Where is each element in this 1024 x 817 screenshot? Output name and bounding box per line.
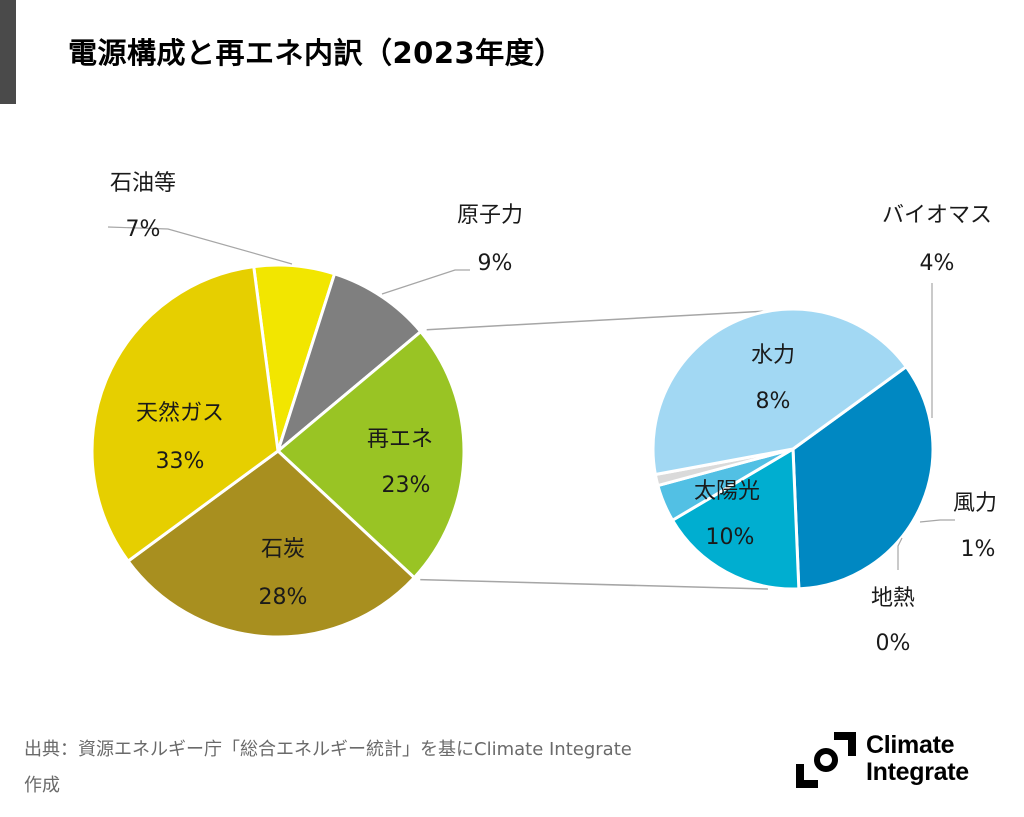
renewables-pie-label-0: 水力: [751, 343, 795, 368]
main-pie-value-2: 23%: [382, 473, 431, 498]
main-pie-value-3: 28%: [259, 585, 308, 610]
main-pie-label-0: 石油等: [110, 171, 176, 196]
renewables-pie: [651, 307, 935, 591]
renewables-pie-slice-0: [791, 365, 935, 591]
renewables-pie-label-4: 太陽光: [694, 479, 760, 504]
source-line-1: 出典：資源エネルギー庁「総合エネルギー統計」を基にClimate Integra…: [24, 739, 632, 760]
renewables-pie-label-1: バイオマス: [882, 203, 992, 228]
leader-geothermal: [897, 537, 903, 570]
main-pie-slice-3: [126, 449, 416, 639]
main-pie-label-3: 石炭: [261, 537, 305, 562]
climate-integrate-logo: Climate Integrate: [794, 730, 1014, 794]
breakout-connectors: [420, 310, 769, 590]
accent-bar: [0, 0, 16, 104]
logo-mark-icon: [796, 732, 856, 788]
renewables-pie-value-0: 8%: [756, 389, 791, 414]
renewables-pie-label-3: 地熱: [871, 586, 915, 611]
renewables-pie-label-2: 風力: [953, 491, 997, 516]
renewables-pie-value-3: 0%: [876, 631, 911, 656]
renewables-pie-value-1: 4%: [920, 251, 955, 276]
main-pie: [90, 263, 466, 639]
breakout-line-top: [426, 310, 769, 331]
main-pie-label-2: 再エネ: [367, 427, 433, 452]
main-pie-label-1: 原子力: [457, 203, 523, 228]
renewables-pie-value-2: 1%: [961, 537, 996, 562]
logo-text-line-2: Integrate: [866, 758, 969, 786]
page-title: 電源構成と再エネ内訳（2023年度）: [68, 36, 564, 70]
renewables-pie-slice-1: [670, 447, 801, 591]
renewables-pie-slice-4: [651, 307, 908, 477]
main-pie-label-4: 天然ガス: [136, 401, 224, 426]
leader-nuclear: [381, 269, 470, 295]
leader-oil: [107, 226, 293, 265]
main-pie-value-4: 33%: [156, 449, 205, 474]
leader-lines: [107, 226, 955, 570]
main-pie-slice-1: [276, 272, 423, 453]
logo-text-line-1: Climate: [866, 731, 955, 759]
breakout-line-bottom: [420, 578, 769, 590]
main-pie-slice-2: [276, 330, 466, 580]
renewables-pie-value-4: 10%: [706, 525, 755, 550]
main-pie-value-0: 7%: [126, 217, 161, 242]
main-pie-slice-4: [90, 265, 280, 563]
source-note: 出典：資源エネルギー庁「総合エネルギー統計」を基にClimate Integra…: [24, 732, 764, 804]
main-pie-value-1: 9%: [478, 251, 513, 276]
leader-wind: [919, 519, 955, 523]
data-labels: 石油等 7% 原子力 9% 再エネ 23% 石炭 28% 天然ガス 33% 水力 8% バイオマス 4% 風…: [110, 171, 997, 656]
source-line-2: 作成: [24, 775, 60, 796]
